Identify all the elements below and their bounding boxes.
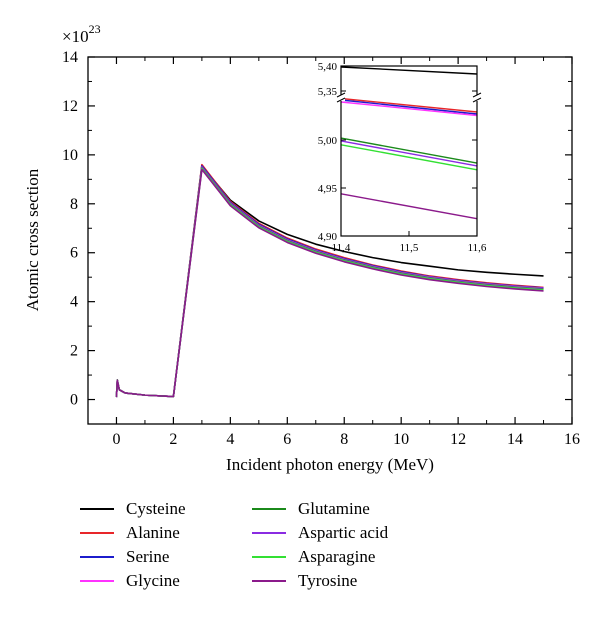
inset-line-asparagine [340,144,478,171]
y-tick-label: 4 [70,294,78,311]
y-multiplier-exponent: 23 [89,22,101,36]
legend-label: Asparagine [298,547,376,566]
main-x-ticks: 0 2 4 6 8 10 12 14 16 [87,57,580,448]
legend-swatch [252,508,286,510]
legend-item: Cysteine [80,498,186,520]
y-axis-label: Atomic cross section [23,168,42,311]
inset-x-tick-label: 11,6 [468,242,487,254]
legend: Cysteine Alanine Serine Glycine Glutamine Asp… [80,498,500,608]
x-tick-label: 16 [564,431,580,448]
y-multiplier: ×1023 [62,22,101,46]
inset-line-glycine [340,101,478,117]
inset-series-lines [340,66,478,220]
series-line-tyrosine [115,168,544,398]
legend-label: Alanine [126,523,180,542]
main-series-lines [115,163,544,398]
x-axis-label: Incident photon energy (MeV) [226,455,434,474]
inset-y-tick-label: 5,00 [318,135,338,147]
inset-axis-break-mark [472,92,482,98]
inset-ticks: 11,4 11,5 11,6 4,90 4,95 5,00 5,35 5,40 [318,61,487,254]
inset-x-tick-label: 11,5 [400,242,419,254]
inset-axis-break-mark [336,97,346,103]
x-tick-label: 8 [340,431,348,448]
inset-axis-break-mark [336,92,346,98]
legend-item: Alanine [80,522,180,544]
legend-label: Cysteine [126,499,186,518]
legend-item: Serine [80,546,169,568]
inset-axis-break-mark [472,97,482,103]
legend-swatch [80,580,114,582]
inset-y-tick-label: 4,90 [318,231,338,243]
main-plot: 0 2 4 6 8 10 12 14 16 0 2 4 6 8 10 12 14 [62,49,580,448]
legend-item: Asparagine [252,546,375,568]
legend-item: Aspartic acid [252,522,388,544]
y-tick-label: 0 [70,392,78,409]
legend-label: Glycine [126,571,180,590]
legend-item: Glutamine [252,498,370,520]
legend-label: Serine [126,547,170,566]
x-tick-label: 0 [112,431,120,448]
main-y-ticks: 0 2 4 6 8 10 12 14 [62,49,572,425]
y-tick-label: 2 [70,343,78,360]
y-multiplier-base: ×10 [62,27,89,46]
legend-label: Aspartic acid [298,523,389,542]
legend-item: Glycine [80,570,180,592]
y-tick-label: 10 [62,147,78,164]
main-plot-frame [87,56,573,425]
inset-x-tick-label: 11,4 [332,242,351,254]
inset-y-tick-label: 5,40 [318,61,338,73]
inset-line-tyrosine [340,193,478,220]
legend-swatch [80,556,114,558]
x-tick-label: 14 [507,431,523,448]
legend-swatch [252,580,286,582]
inset-line-glutamine [340,137,478,164]
y-tick-label: 12 [62,98,78,115]
inset-line-cysteine [340,66,478,75]
x-tick-label: 2 [169,431,177,448]
legend-label: Tyrosine [298,571,358,590]
inset-axis-break-gap [473,95,481,101]
legend-swatch [252,556,286,558]
inset-line-serine [340,99,478,115]
inset-line-aspartic-acid [340,140,478,167]
legend-swatch [252,532,286,534]
inset-y-tick-label: 4,95 [318,183,338,195]
legend-swatch [80,532,114,534]
inset-line-alanine [340,97,478,113]
legend-item: Tyrosine [252,570,357,592]
x-tick-label: 4 [226,431,234,448]
legend-label: Glutamine [298,499,370,518]
series-line-alanine [115,163,544,398]
inset-y-tick-label: 5,35 [318,86,338,98]
x-tick-label: 12 [450,431,466,448]
inset-axis-break-gap [337,95,345,101]
y-tick-label: 8 [70,196,78,213]
y-tick-label: 14 [62,49,78,66]
y-tick-label: 6 [70,245,78,262]
legend-swatch [80,508,114,510]
x-tick-label: 10 [393,431,409,448]
inset-plot: 11,4 11,5 11,6 4,90 4,95 5,00 5,35 5,40 [318,61,487,254]
x-tick-label: 6 [283,431,291,448]
